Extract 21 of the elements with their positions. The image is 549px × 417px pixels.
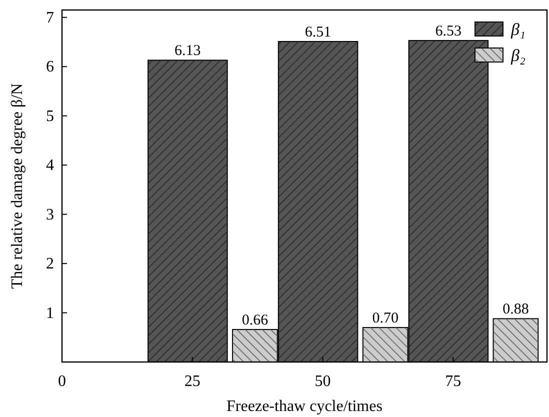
y-tick-label: 1 — [46, 304, 54, 322]
legend-label: β₁ — [510, 20, 526, 39]
y-tick-label: 7 — [46, 9, 54, 26]
y-tick-label: 6 — [46, 58, 54, 76]
x-tick-label: 0 — [58, 373, 66, 390]
y-tick-label: 2 — [46, 256, 54, 273]
y-tick-label: 4 — [46, 157, 54, 174]
data-label: 0.88 — [502, 302, 529, 318]
data-label: 6.51 — [304, 24, 332, 41]
x-tick-label: 50 — [314, 373, 331, 390]
y-axis-title: The relative damage degree β/N — [9, 82, 26, 289]
data-label: 6.13 — [174, 43, 201, 60]
y-tick-label: 3 — [46, 206, 54, 224]
x-tick-label: 75 — [445, 373, 462, 390]
data-label: 0.66 — [242, 312, 269, 329]
legend-label: β₂ — [510, 46, 526, 65]
data-label: 0.70 — [372, 310, 398, 327]
data-label: 6.53 — [435, 24, 462, 40]
y-tick-label: 5 — [46, 108, 54, 125]
x-tick-label: 25 — [184, 373, 200, 390]
x-axis-title: Freeze-thaw cycle/times — [226, 398, 382, 415]
